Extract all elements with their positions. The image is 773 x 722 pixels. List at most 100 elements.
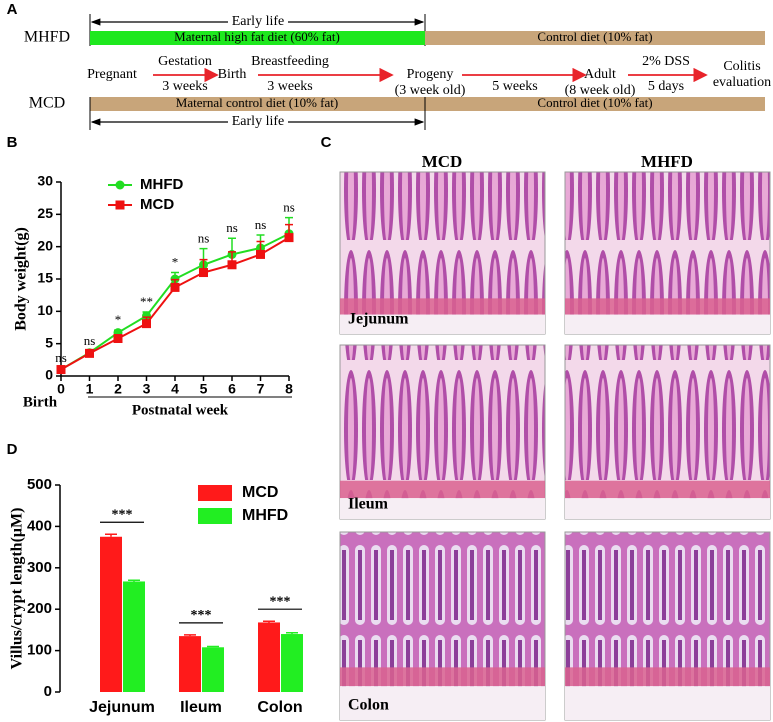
error-bar [286,632,298,635]
point [113,333,123,343]
transition-label: 2% DSS [642,54,690,69]
legend-label: MCD [140,196,174,213]
bar [100,536,122,692]
diet-bar-label: Maternal control diet (10% fat) [176,95,338,110]
significance-label: ns [283,200,295,215]
stage-label: (3 week old) [395,83,466,98]
histology-muscle [340,667,545,687]
y-tick-label: 20 [37,237,53,253]
label-bg [228,15,288,29]
error-bar [184,634,196,637]
diet-bar-label: Control diet (10% fat) [537,95,652,110]
error-bar [263,620,275,623]
histology-background [340,686,545,720]
diet-bar [425,31,765,45]
point [227,260,237,270]
label-bg [228,115,288,129]
significance-label: ns [84,333,96,348]
panel-label: B [7,134,18,151]
region-label: Jejunum [348,311,409,328]
legend-swatch [198,485,232,501]
point [85,348,94,358]
histology-background [340,498,545,519]
histology-background [340,314,545,334]
y-tick-label: 400 [27,517,52,534]
significance-label: ns [198,231,210,246]
transition-label: 5 days [648,79,684,94]
significance-label: * [172,255,179,270]
early-life-label: Early life [232,114,284,129]
x-tick-label: 4 [171,381,179,397]
x-tick-label: 3 [143,381,151,397]
y-tick-label: 200 [27,600,52,617]
y-tick-label: 100 [27,642,52,659]
y-tick-label: 5 [45,334,53,350]
legend-marker [115,200,125,210]
diet-bar [90,97,425,111]
stage-label: (8 week old) [565,83,636,98]
stage-label: Birth [218,67,247,82]
y-tick-label: 0 [44,683,52,700]
column-header: MHFD [641,152,693,171]
bar [179,636,201,692]
panel-label: C [321,134,332,151]
stage-label: evaluation [713,75,771,90]
significance-label: *** [112,507,133,522]
histology-muscle [565,480,770,499]
y-tick-label: 0 [45,367,53,383]
panel-label: D [7,441,18,458]
histology-muscle [565,667,770,687]
point [199,268,208,278]
y-axis-label: Body weight(g) [13,227,30,331]
legend-swatch [198,508,232,524]
legend-label: MCD [242,484,278,501]
error-bar [105,533,117,537]
column-header: MCD [422,152,463,171]
region-label: Ileum [348,496,389,513]
x-tick-label: Jejunum [89,699,155,716]
point [170,282,180,292]
x-tick-label: Ileum [180,699,222,716]
point [284,233,294,243]
legend-marker [115,180,125,190]
transition-label: 3 weeks [267,79,313,94]
diet-bar-label: Maternal high fat diet (60% fat) [174,29,340,44]
error-bar [128,579,140,582]
point [142,311,151,321]
diet-group-label: MHFD [24,29,70,46]
bar [202,647,224,692]
histology-background [565,314,770,334]
legend-label: MHFD [140,176,183,193]
bar [258,622,280,692]
point [256,249,265,259]
diet-bar [425,97,765,111]
bar [281,634,303,692]
transition-label: 5 weeks [492,79,538,94]
histology-background [565,498,770,519]
transition-label: Gestation [158,54,212,69]
x-tick-label: 6 [228,381,236,397]
point [56,365,66,375]
x-tick-label: 5 [200,381,208,397]
significance-label: ** [140,294,153,309]
x-tick-label: 1 [86,381,94,397]
y-tick-label: 15 [37,270,53,286]
y-tick-label: 25 [37,205,53,221]
y-tick-label: 300 [27,559,52,576]
diet-bar-label: Control diet (10% fat) [537,29,652,44]
panel-label: A [7,1,18,18]
x-tick-label: 7 [257,381,265,397]
legend-label: MHFD [242,507,288,524]
significance-label: ns [55,350,67,365]
x-tick-label: 0 [57,381,65,397]
x-tick-label: 2 [114,381,122,397]
y-tick-label: 500 [27,476,52,493]
region-label: Colon [348,697,389,714]
histology-muscle [565,298,770,315]
histology-background [565,686,770,720]
histology-muscle [340,298,545,315]
error-bar [207,645,219,648]
y-axis-label: Villus/crypt length(μM) [9,508,26,670]
